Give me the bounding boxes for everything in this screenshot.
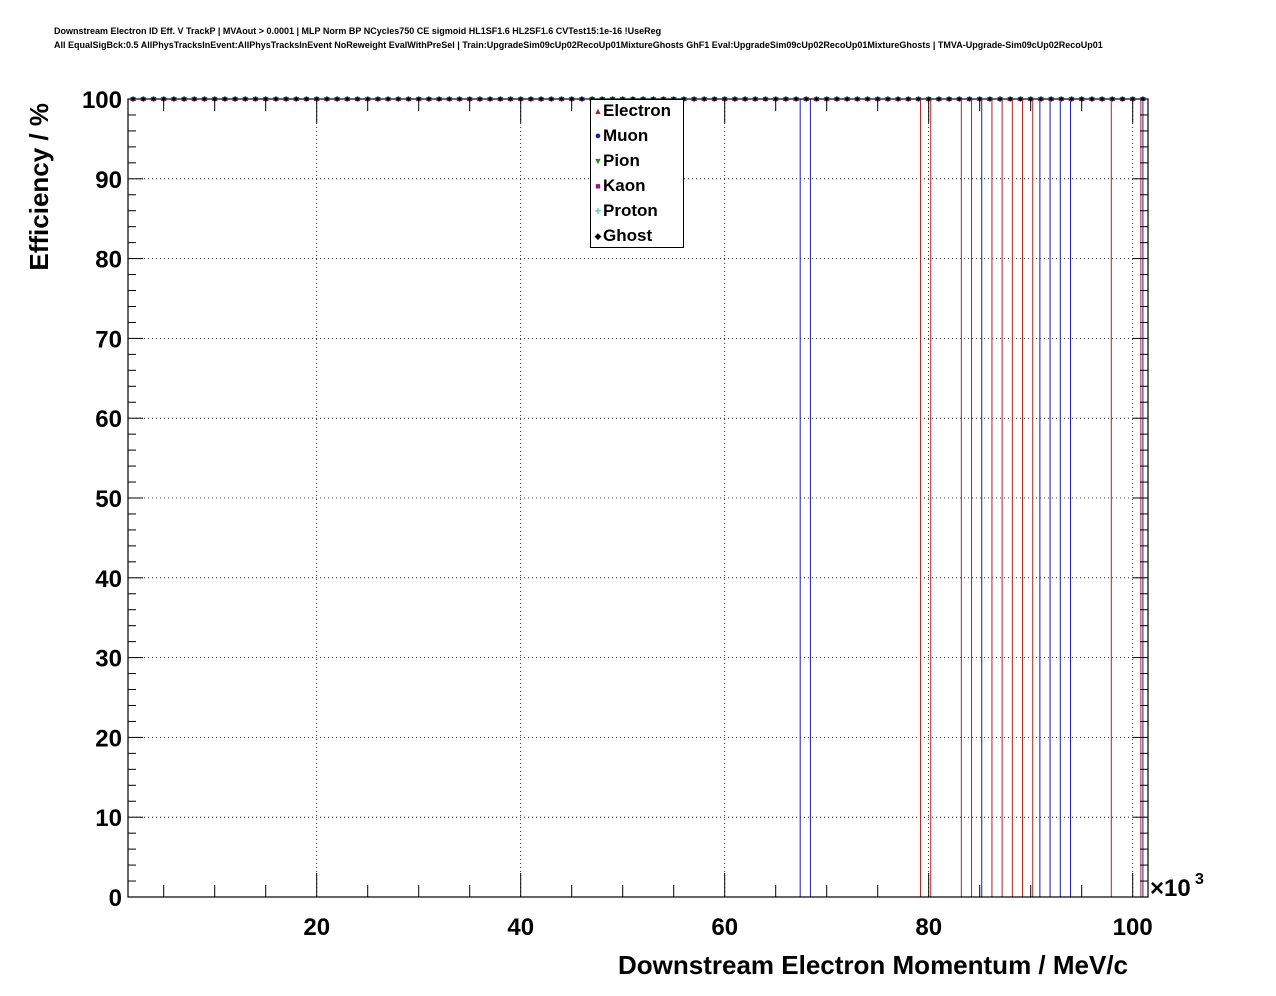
x-axis-multiplier-exponent: 3 xyxy=(1195,871,1204,888)
x-tick-label: 80 xyxy=(915,914,942,941)
y-tick-label: 90 xyxy=(95,167,122,194)
x-axis-multiplier: ×10 xyxy=(1150,875,1191,902)
legend-entry-electron: ▲ Electron xyxy=(593,100,672,122)
y-tick-label: 10 xyxy=(95,805,122,832)
y-tick-label: 40 xyxy=(95,566,122,593)
x-tick-label: 20 xyxy=(303,914,330,941)
legend-label: Pion xyxy=(603,151,640,170)
legend-entry-proton: + Proton xyxy=(593,200,658,222)
legend-label: Ghost xyxy=(603,226,653,245)
legend-entry-pion: ▼ Pion xyxy=(593,150,640,172)
x-tick-label: 40 xyxy=(507,914,534,941)
y-tick-label: 80 xyxy=(95,247,122,274)
y-tick-label: 30 xyxy=(95,646,122,673)
circle-icon: ● xyxy=(594,130,602,142)
x-tick-label: 100 xyxy=(1113,914,1153,941)
legend-entry-muon: ● Muon xyxy=(593,125,649,147)
legend-label: Electron xyxy=(603,101,672,120)
grid-lines xyxy=(128,98,1148,898)
y-tick-label: 70 xyxy=(95,326,122,353)
triangle-up-icon: ▲ xyxy=(593,106,603,116)
legend-entry-ghost: ◆ Ghost xyxy=(593,225,653,247)
axis-labels: 0 10 20 30 40 50 60 70 80 90 100 20 40 60 80 100 ×10 3 Dow… xyxy=(24,87,1204,980)
y-tick-label: 60 xyxy=(95,406,122,433)
legend-label: Muon xyxy=(603,126,649,145)
legend: ▲ Electron ● Muon ▼ Pion ■ Kaon + Proton… xyxy=(590,99,684,248)
square-icon: ■ xyxy=(595,181,601,191)
plot-title-line-2: All EqualSigBck:0.5 AllPhysTracksInEvent… xyxy=(54,40,1103,50)
cross-icon: + xyxy=(594,204,602,218)
series-lines xyxy=(799,99,1144,897)
y-axis-label: Efficiency / % xyxy=(24,103,54,271)
y-tick-label: 20 xyxy=(95,725,122,752)
legend-entry-kaon: ■ Kaon xyxy=(593,175,646,197)
y-tick-label: 50 xyxy=(95,486,122,513)
diamond-icon: ◆ xyxy=(594,231,602,241)
plot-title-line-1: Downstream Electron ID Eff. V TrackP | M… xyxy=(54,26,662,36)
y-tick-label: 100 xyxy=(82,87,122,114)
triangle-down-icon: ▼ xyxy=(593,156,603,166)
x-tick-label: 60 xyxy=(711,914,738,941)
y-tick-label: 0 xyxy=(109,885,122,912)
legend-label: Kaon xyxy=(603,176,646,195)
legend-label: Proton xyxy=(603,201,658,220)
x-axis-label: Downstream Electron Momentum / MeV/c xyxy=(618,950,1128,980)
